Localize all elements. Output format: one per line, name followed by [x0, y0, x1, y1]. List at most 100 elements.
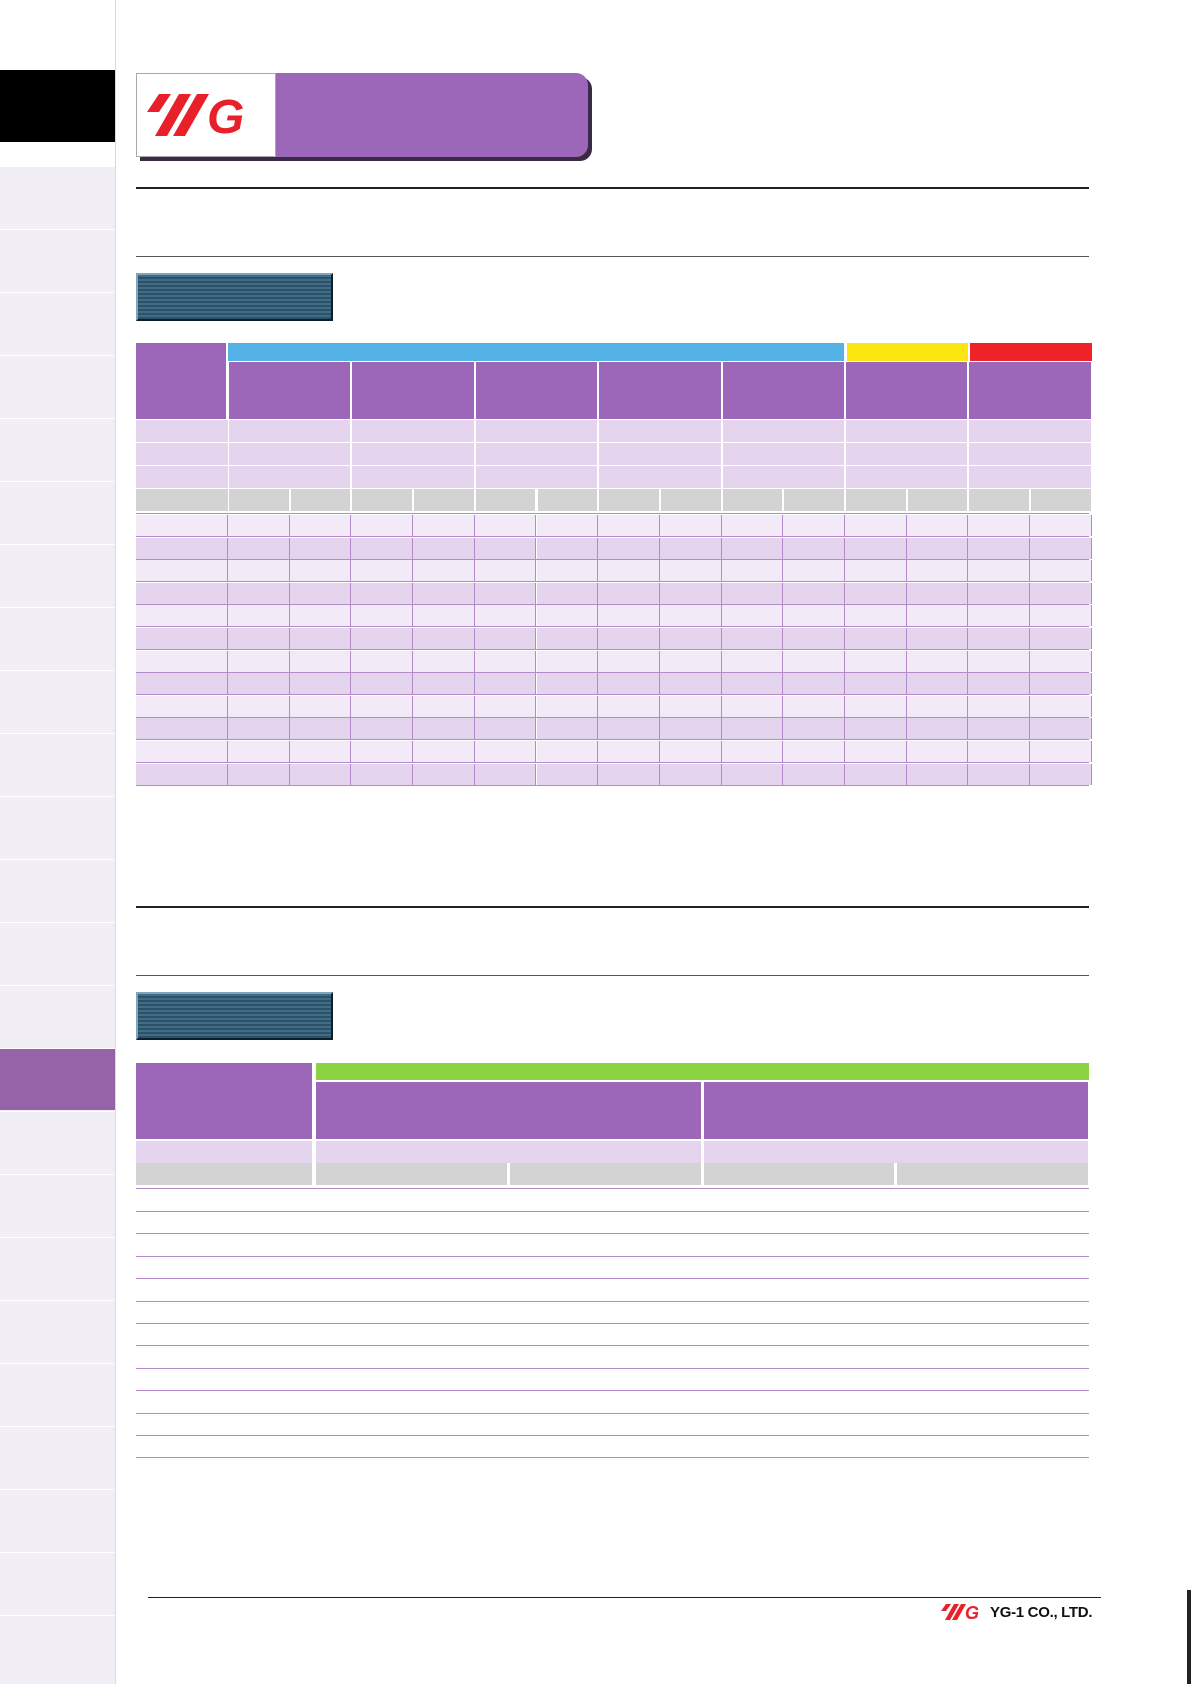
t1-data-cell	[783, 628, 845, 649]
t2-data-row	[136, 1235, 1089, 1257]
sidebar-index-tab[interactable]	[0, 355, 115, 417]
t1-data-cell	[721, 650, 784, 672]
sidebar-index-tab[interactable]	[0, 544, 115, 606]
t1-data-cell	[783, 560, 845, 582]
t1-spec-cell	[846, 420, 968, 442]
t1-data-cell	[474, 673, 537, 695]
t1-data-cell	[474, 515, 537, 536]
t1-spec-cell	[475, 420, 598, 442]
footer-divider	[148, 1597, 1101, 1598]
t1-data-cell	[721, 605, 784, 627]
t1-spec-cell	[599, 420, 721, 442]
t1-data-row	[136, 650, 1092, 673]
t1-data-cell	[289, 763, 352, 785]
t1-data-cell	[536, 718, 599, 740]
t1-spec-cell	[846, 466, 968, 488]
sidebar-index-tab[interactable]	[0, 292, 115, 354]
t1-spec-cell	[599, 443, 721, 465]
t1-spec-row	[136, 443, 1091, 465]
t1-data-cell	[721, 763, 784, 785]
sidebar-index-tab[interactable]	[0, 1237, 115, 1299]
t2-column-header	[703, 1082, 1088, 1139]
t1-data-cell	[721, 515, 784, 536]
sidebar-index-tab[interactable]	[0, 985, 115, 1047]
t1-data-cell	[536, 582, 599, 604]
sidebar-index-tab[interactable]	[0, 166, 115, 228]
sidebar-index-tab[interactable]	[0, 1300, 115, 1362]
t1-data-cell	[289, 560, 352, 582]
sidebar-index-tab[interactable]	[0, 1426, 115, 1488]
t1-data-cell	[906, 628, 969, 649]
sidebar-index-tab[interactable]	[0, 1552, 115, 1614]
t1-subheader-cell	[969, 489, 1030, 511]
sidebar-index-tab[interactable]	[0, 418, 115, 480]
t1-data-cell	[845, 628, 907, 649]
t1-data-label-cell	[136, 628, 228, 649]
t1-data-cell	[351, 718, 414, 740]
sidebar-index-tab[interactable]	[0, 607, 115, 669]
t1-subheader-cell	[475, 489, 536, 511]
t1-data-cell	[289, 515, 352, 536]
t1-subheader-label-cell	[136, 489, 228, 511]
sidebar-index-tab[interactable]	[0, 733, 115, 795]
t1-column-header	[352, 362, 474, 419]
sidebar-index-tab[interactable]	[0, 670, 115, 732]
t1-data-cell	[474, 718, 537, 740]
t2-subheader-cell	[703, 1163, 895, 1185]
t1-data-cell	[598, 718, 660, 740]
t1-data-cell	[598, 560, 660, 582]
t1-data-cell	[659, 628, 722, 649]
t1-data-cell	[474, 741, 537, 762]
t1-data-cell	[228, 741, 290, 762]
t1-data-cell	[598, 515, 660, 536]
section-tag-2	[136, 992, 333, 1040]
t1-data-cell	[845, 560, 907, 582]
t1-data-cell	[289, 628, 352, 649]
t1-data-cell	[659, 605, 722, 627]
sidebar-index-tab[interactable]	[0, 922, 115, 984]
t1-data-cell	[1030, 605, 1092, 627]
t1-data-cell	[228, 605, 290, 627]
sidebar-index-tab[interactable]	[0, 1615, 115, 1677]
t1-data-cell	[783, 650, 845, 672]
t2-spec-cell	[316, 1141, 701, 1163]
t1-data-cell	[413, 763, 475, 785]
t1-data-cell	[845, 515, 907, 536]
divider-section2	[136, 975, 1089, 976]
t1-data-cell	[228, 718, 290, 740]
t1-spec-cell	[969, 466, 1091, 488]
t1-data-cell	[845, 650, 907, 672]
t1-data-cell	[1030, 741, 1092, 762]
t1-subheader-cell	[784, 489, 844, 511]
sidebar-index-tab[interactable]	[0, 1111, 115, 1173]
t1-data-cell	[845, 741, 907, 762]
t1-spec-cell	[599, 466, 721, 488]
sidebar-index-tab[interactable]	[0, 481, 115, 543]
t2-subheader-cell	[897, 1163, 1088, 1185]
t1-data-cell	[536, 605, 599, 627]
sidebar-index-tab[interactable]	[0, 859, 115, 921]
sidebar-spacer	[0, 142, 115, 166]
t1-data-cell	[598, 741, 660, 762]
t1-data-cell	[351, 628, 414, 649]
t1-data-cell	[1030, 628, 1092, 649]
sidebar-index-tab[interactable]	[0, 1048, 115, 1110]
t1-data-cell	[1030, 537, 1092, 559]
t1-data-label-cell	[136, 741, 228, 762]
t1-data-row	[136, 741, 1092, 763]
t1-group-strip-red	[970, 343, 1092, 361]
sidebar-index-tab[interactable]	[0, 229, 115, 291]
t1-data-cell	[845, 605, 907, 627]
t1-data-label-cell	[136, 560, 228, 582]
t1-column-header	[599, 362, 721, 419]
t2-data-row	[136, 1414, 1089, 1436]
t1-data-cell	[1030, 763, 1092, 785]
sidebar-index-tab[interactable]	[0, 1489, 115, 1551]
t1-data-cell	[536, 650, 599, 672]
t1-data-cell	[659, 718, 722, 740]
t2-data-row	[136, 1369, 1089, 1392]
sidebar-index-tab[interactable]	[0, 1363, 115, 1425]
sidebar-index-tab[interactable]	[0, 796, 115, 858]
t1-data-cell	[659, 695, 722, 717]
sidebar-index-tab[interactable]	[0, 1174, 115, 1236]
